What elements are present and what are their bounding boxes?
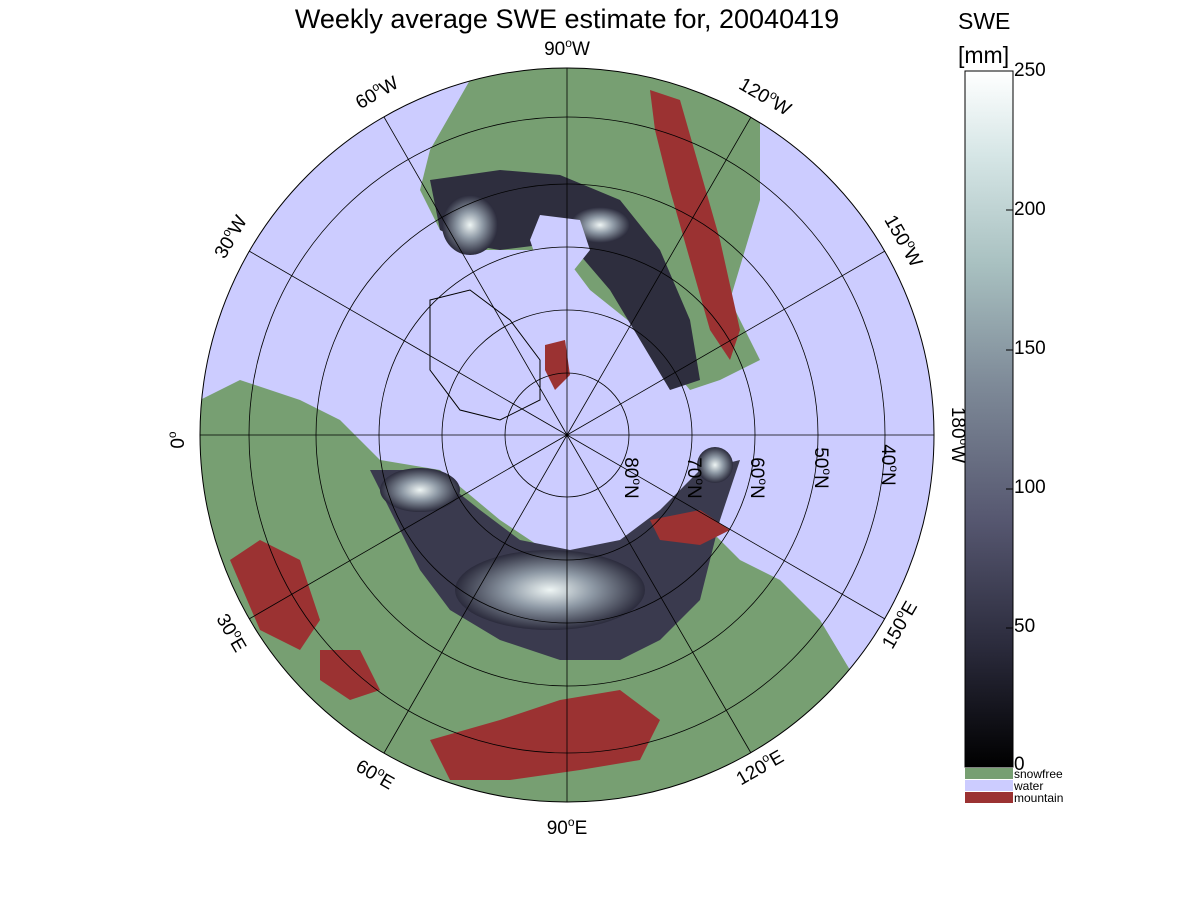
colorbar <box>964 70 1014 768</box>
map-title: Weekly average SWE estimate for, 2004041… <box>294 4 840 34</box>
colorbar-tick-label: 150 <box>1014 338 1046 359</box>
snow-high-canada <box>570 207 630 243</box>
mountain-caucasus <box>320 650 380 700</box>
snow-high-labrador <box>442 195 498 255</box>
colorbar-title: SWE [mm] <box>958 8 1011 68</box>
legend-label-mountain: mountain <box>1014 791 1064 805</box>
colorbar-ticks <box>1006 209 1013 629</box>
mountain-greenland-east <box>545 340 570 390</box>
mountain-east-siberia <box>650 510 730 545</box>
legend-swatch-water <box>965 780 1013 791</box>
parallel-label-50n: 50oN <box>810 447 834 489</box>
snow-high-kamchatka <box>697 447 733 483</box>
colorbar-tick-label: 250 <box>1014 60 1046 81</box>
legend-label-snowfree: snowfree <box>1014 767 1063 781</box>
meridian-label-30w: 30oW <box>208 211 252 263</box>
colorbar-tick-label: 200 <box>1014 199 1046 220</box>
meridian-label-180w: 180oW <box>947 407 971 463</box>
meridian-label-60e: 60oE <box>352 753 399 794</box>
map-border <box>199 67 935 803</box>
legend-swatch-mountain <box>965 792 1013 803</box>
mountain-alps <box>230 540 320 650</box>
meridian-label-90w: 90oW <box>544 36 590 60</box>
snow-high-scandinavia <box>380 468 460 512</box>
colorbar-tick-label: 0 <box>1014 754 1025 775</box>
parallel-label-40n: 40oN <box>877 444 901 486</box>
mountain-rockies <box>650 90 740 360</box>
meridian-label-90e: 90oE <box>547 815 588 839</box>
meridian-label-30e: 30oE <box>212 609 253 656</box>
legend-swatch-snowfree <box>965 768 1013 779</box>
legend-label-water: water <box>1014 779 1044 793</box>
parallel-labels: 80oN 70oN 60oN 50oN 40oN <box>620 444 901 499</box>
water-hudson-bay <box>530 215 590 275</box>
parallel-label-60n: 60oN <box>746 457 770 499</box>
meridians-grid <box>200 68 934 802</box>
meridian-label-0: 0o <box>165 431 189 449</box>
parallel-label-80n: 80oN <box>620 457 644 499</box>
colorbar-tick-label: 50 <box>1014 616 1036 637</box>
mountain-himalaya <box>430 690 660 780</box>
meridian-labels: 90oW 120oW 150oW 180oW 150oE 120oE 90oE … <box>165 36 971 839</box>
colorbar-tick-label: 100 <box>1014 477 1046 498</box>
snow-high-siberia <box>455 550 645 630</box>
meridian-label-60w: 60oW <box>351 70 403 114</box>
land-greenland <box>429 289 541 421</box>
parallel-label-70n: 70oN <box>683 457 707 499</box>
